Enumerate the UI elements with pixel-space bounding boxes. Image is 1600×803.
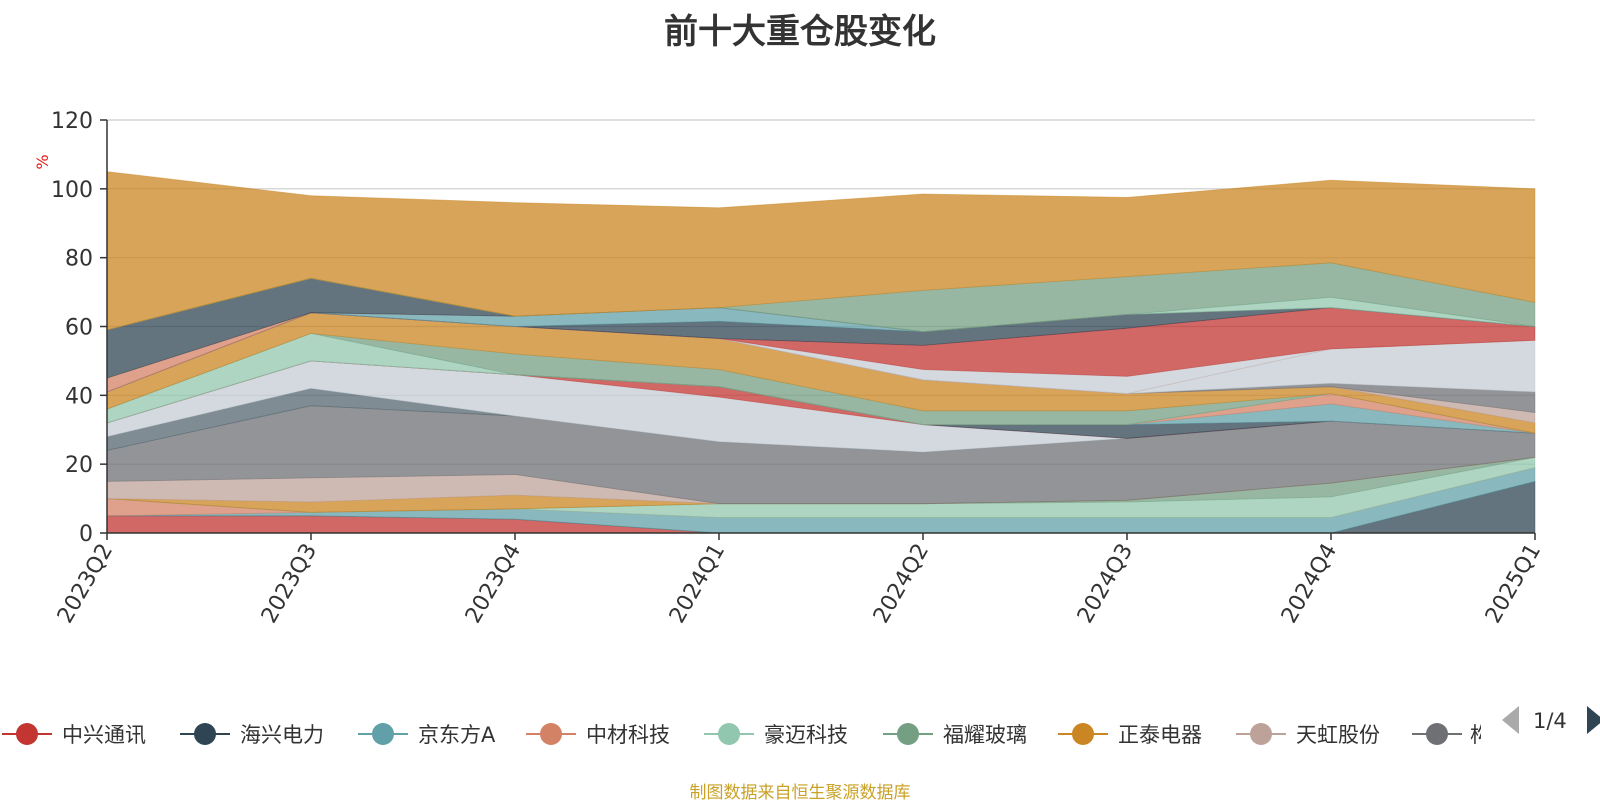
legend-item-1[interactable]: 海兴电力: [180, 723, 324, 747]
x-tick-label-1: 2023Q3: [257, 540, 322, 628]
legend-item-7[interactable]: 天虹股份: [1236, 723, 1380, 747]
legend-marker-2: [372, 723, 394, 745]
legend-prev-page-icon[interactable]: [1502, 706, 1519, 734]
legend-marker-6: [1072, 723, 1094, 745]
y-tick-label-6: 120: [51, 109, 93, 134]
y-axis-unit-label: %: [33, 154, 52, 169]
legend-label-3: 中材科技: [586, 723, 670, 747]
legend-next-page-icon[interactable]: [1587, 706, 1600, 734]
legend-label-0: 中兴通讯: [62, 723, 146, 747]
x-tick-label-5: 2024Q3: [1073, 540, 1138, 628]
legend-item-2[interactable]: 京东方A: [358, 723, 496, 747]
legend-item-0[interactable]: 中兴通讯: [2, 723, 146, 747]
chart-title: 前十大重仓股变化: [664, 12, 936, 52]
legend-label-1: 海兴电力: [240, 723, 324, 747]
legend-item-5[interactable]: 福耀玻璃: [883, 723, 1027, 747]
legend-marker-0: [16, 723, 38, 745]
y-tick-label-1: 20: [65, 453, 93, 478]
legend-label-4: 豪迈科技: [764, 723, 848, 747]
legend-marker-7: [1250, 723, 1272, 745]
legend-item-3[interactable]: 中材科技: [526, 723, 670, 747]
x-tick-label-2: 2023Q4: [461, 540, 526, 628]
area-series-30: [106, 171, 1536, 331]
x-tick-label-0: 2023Q2: [53, 540, 118, 628]
legend-pager: 1/4: [1502, 706, 1600, 734]
legend-marker-3: [540, 723, 562, 745]
data-source-note: 制图数据来自恒生聚源数据库: [689, 783, 911, 803]
area-layer: [106, 171, 1536, 534]
legend-marker-4: [718, 723, 740, 745]
x-tick-label-7: 2025Q1: [1481, 540, 1546, 628]
legend-item-8[interactable]: [1412, 723, 1462, 745]
legend-label-6: 正泰电器: [1118, 723, 1202, 747]
legend: 中兴通讯 海兴电力 京东方A 中材科技 豪迈科技 福耀玻璃 正泰电器 天虹股份 构: [2, 723, 1491, 747]
legend-label-2: 京东方A: [418, 723, 496, 747]
x-tick-label-3: 2024Q1: [665, 540, 730, 628]
legend-label-5: 福耀玻璃: [943, 723, 1027, 747]
y-tick-label-0: 0: [79, 522, 93, 547]
legend-item-6[interactable]: 正泰电器: [1058, 723, 1202, 747]
x-tick-label-4: 2024Q2: [869, 540, 934, 628]
y-tick-label-5: 100: [51, 178, 93, 203]
legend-marker-8: [1426, 723, 1448, 745]
x-tick-label-6: 2024Q4: [1277, 540, 1342, 628]
y-tick-label-3: 60: [65, 316, 93, 341]
legend-marker-5: [897, 723, 919, 745]
y-tick-label-2: 40: [65, 384, 93, 409]
legend-page-indicator: 1/4: [1533, 709, 1567, 733]
legend-marker-1: [194, 723, 216, 745]
legend-label-7: 天虹股份: [1296, 723, 1380, 747]
legend-item-4[interactable]: 豪迈科技: [704, 723, 848, 747]
y-tick-label-4: 80: [65, 247, 93, 272]
legend-label-truncated: 构: [1470, 723, 1491, 747]
